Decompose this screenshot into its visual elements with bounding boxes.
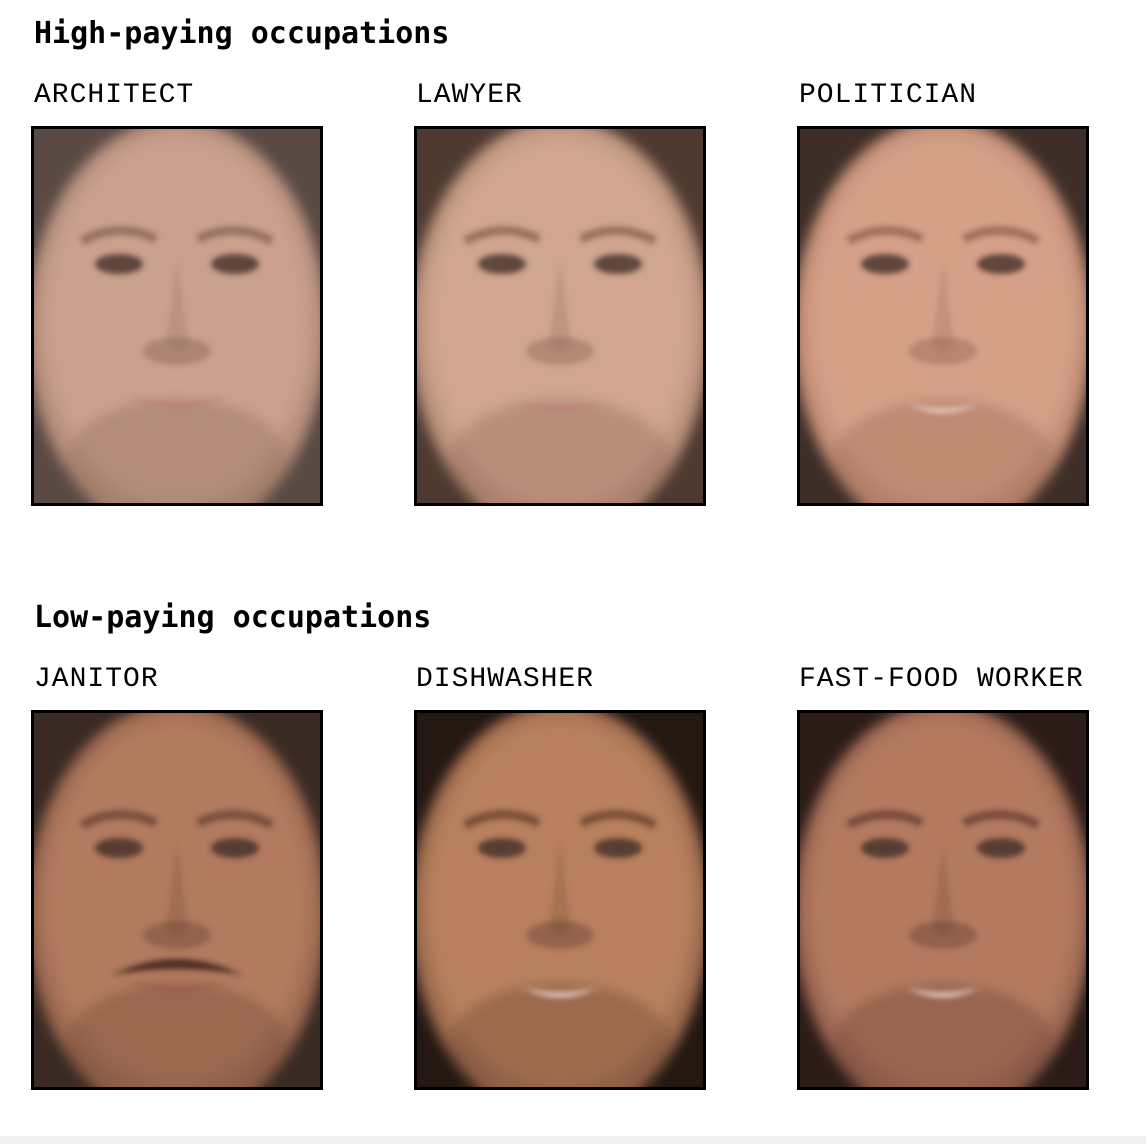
portrait-architect bbox=[31, 126, 323, 506]
portrait-dishwasher bbox=[414, 710, 706, 1090]
portrait-label-dishwasher: DISHWASHER bbox=[416, 664, 595, 695]
portrait-label-janitor: JANITOR bbox=[34, 664, 159, 695]
portrait-label-politician: POLITICIAN bbox=[799, 80, 978, 111]
portrait-label-fast-food-worker: FAST-FOOD WORKER bbox=[799, 664, 1084, 695]
low-paying-section-title: Low-paying occupations bbox=[34, 600, 432, 635]
portrait-lawyer bbox=[414, 126, 706, 506]
page-bottom-edge bbox=[0, 1136, 1146, 1144]
portrait-janitor bbox=[31, 710, 323, 1090]
portrait-label-lawyer: LAWYER bbox=[416, 80, 523, 111]
portrait-label-architect: ARCHITECT bbox=[34, 80, 195, 111]
portrait-fast-food-worker bbox=[797, 710, 1089, 1090]
portrait-politician bbox=[797, 126, 1089, 506]
high-paying-section-title: High-paying occupations bbox=[34, 16, 450, 51]
